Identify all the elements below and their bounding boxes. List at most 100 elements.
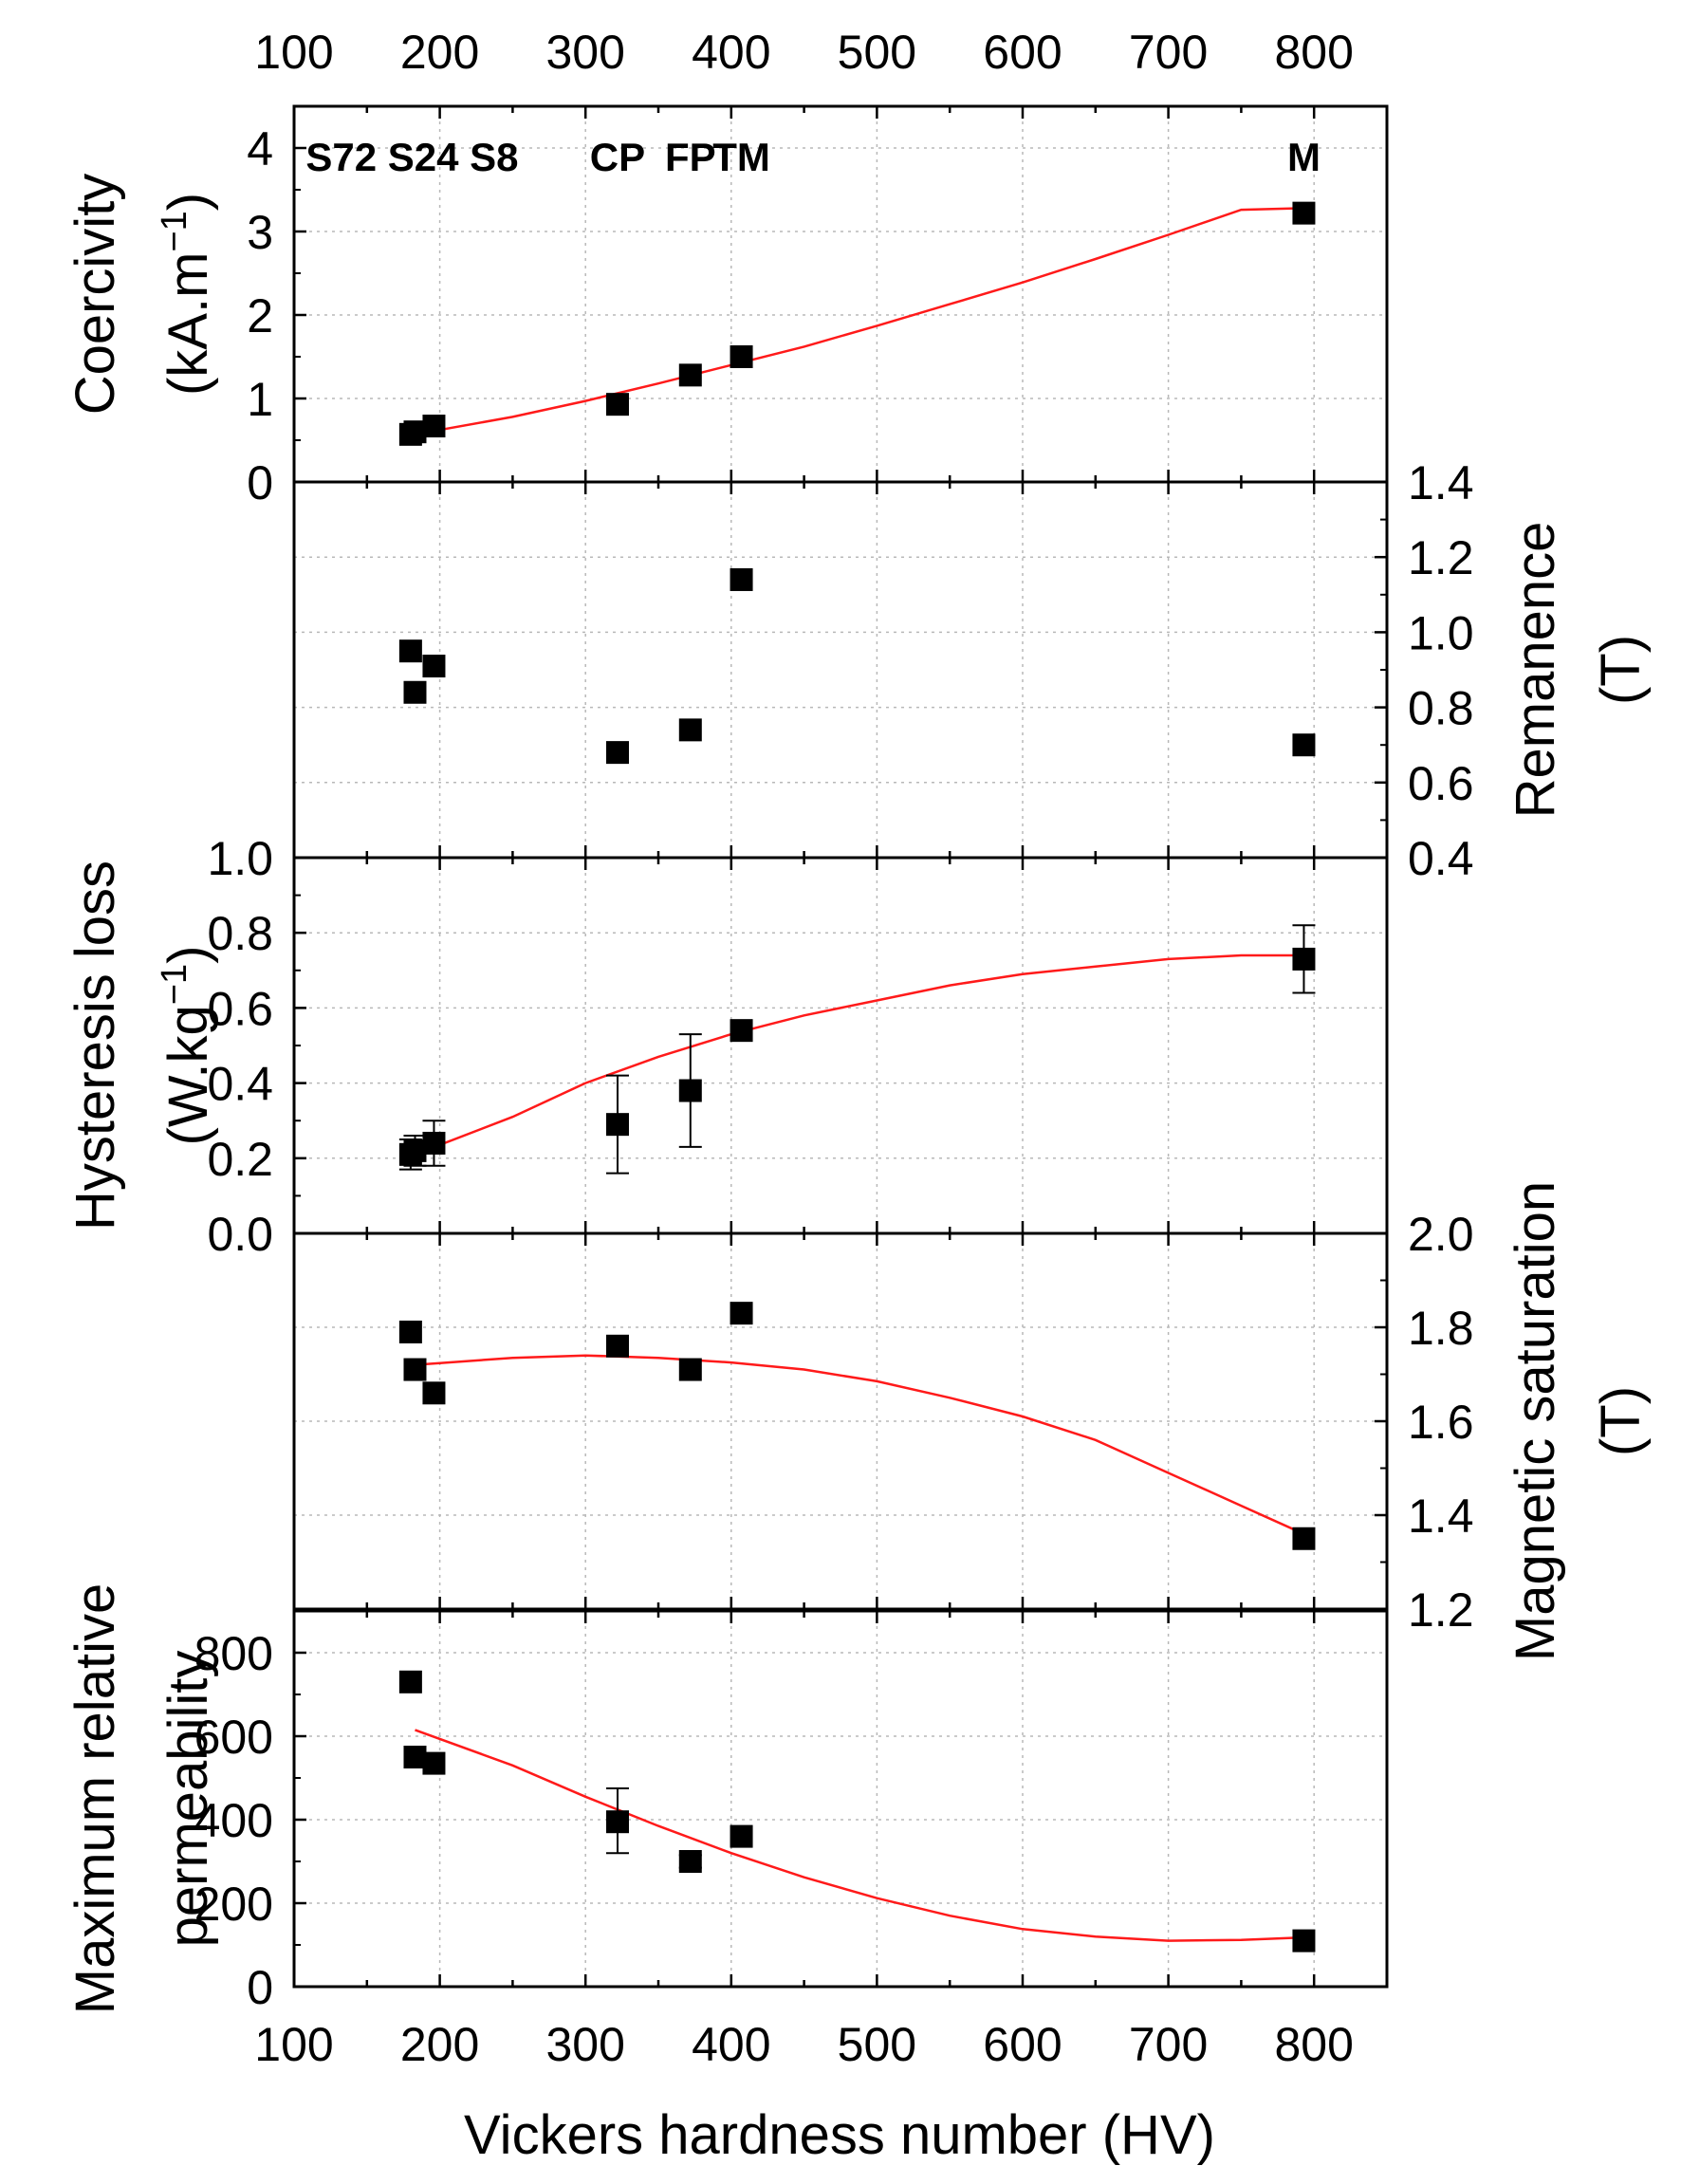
- saturation-y-tick-label: 1.2: [1408, 1583, 1474, 1637]
- sample-label: TM: [712, 135, 770, 179]
- saturation-y-tick-label: 2.0: [1408, 1208, 1474, 1261]
- saturation-data-point: [730, 1302, 753, 1325]
- remanence-y-axis-unit: (T): [1590, 635, 1652, 705]
- remanence-data-point: [403, 680, 427, 704]
- label-layer: Vickers hardness number (HV) 0 1 2 3 4 Coerci…: [65, 26, 1652, 2166]
- permeability-y-tick-label: 600: [194, 1711, 273, 1764]
- error-layer: [398, 924, 1316, 1869]
- coercivity-y-axis-unit-exponent: −1: [155, 211, 194, 251]
- hysteresis-y-tick-label: 0.0: [207, 1208, 273, 1261]
- sample-label: M: [1287, 135, 1321, 179]
- saturation-y-axis-unit: (T): [1590, 1386, 1652, 1456]
- grid-layer: [294, 106, 1387, 1987]
- remanence-panel-frame: [292, 480, 1389, 860]
- hysteresis-y-tick-label: 0.6: [207, 982, 273, 1035]
- coercivity-fit-curve: [415, 207, 1304, 436]
- coercivity-data-point: [678, 363, 702, 387]
- hysteresis-y-axis-title: Hysteresis loss: [65, 861, 126, 1231]
- permeability-data-point: [422, 1751, 446, 1775]
- remanence-y-tick-label: 1.2: [1408, 531, 1474, 584]
- point-layer: [398, 201, 1316, 1953]
- x-tick-label-bottom: 300: [545, 2018, 624, 2071]
- coercivity-y-tick-label: 2: [247, 289, 273, 342]
- hysteresis-y-axis-unit: (W.kg−1): [155, 946, 219, 1146]
- saturation-data-point: [403, 1358, 427, 1381]
- coercivity-y-tick-label: 1: [247, 373, 273, 426]
- remanence-y-tick-label: 0.8: [1408, 682, 1474, 735]
- sample-label: S72 S24 S8: [305, 135, 518, 179]
- permeability-data-point: [1292, 1929, 1316, 1953]
- remanence-y-tick-label: 0.6: [1408, 757, 1474, 810]
- x-tick-label-bottom: 600: [983, 2018, 1062, 2071]
- x-tick-label-top: 400: [692, 26, 770, 79]
- hysteresis-data-point: [422, 1131, 446, 1155]
- permeability-data-point: [398, 1670, 422, 1694]
- permeability-data-point: [605, 1810, 629, 1834]
- coercivity-y-axis-unit: (kA.m−1): [155, 193, 219, 396]
- coercivity-data-point: [1292, 201, 1316, 225]
- remanence-data-point: [422, 655, 446, 678]
- x-tick-label-top: 300: [545, 26, 624, 79]
- coercivity-y-tick-label: 3: [247, 206, 273, 259]
- x-tick-label-bottom: 500: [838, 2018, 916, 2071]
- saturation-data-point: [398, 1320, 422, 1343]
- x-tick-label-bottom: 100: [254, 2018, 333, 2071]
- coercivity-y-axis-unit-base: (kA.m: [157, 252, 219, 396]
- coercivity-data-point: [422, 415, 446, 438]
- x-tick-label-top: 100: [254, 26, 333, 79]
- fit-layer: [415, 207, 1304, 1942]
- coercivity-y-axis-unit-close: ): [157, 193, 219, 211]
- coercivity-data-point: [605, 393, 629, 416]
- hysteresis-y-axis-unit-exponent: −1: [155, 964, 194, 1005]
- hysteresis-fit-curve: [415, 953, 1304, 1156]
- hysteresis-y-axis-unit-close: ): [157, 946, 219, 964]
- x-tick-label-bottom: 700: [1129, 2018, 1208, 2071]
- x-tick-label-top: 500: [838, 26, 916, 79]
- sample-label: CP: [590, 135, 645, 179]
- hysteresis-y-tick-label: 0.8: [207, 907, 273, 960]
- frame-layer: [292, 104, 1389, 1989]
- remanence-data-point: [398, 639, 422, 663]
- remanence-y-tick-label: 1.0: [1408, 606, 1474, 659]
- hysteresis-data-point: [605, 1113, 629, 1137]
- saturation-y-tick-label: 1.4: [1408, 1490, 1474, 1543]
- saturation-data-point: [1292, 1527, 1316, 1550]
- hysteresis-y-axis-unit-base: (W.kg: [157, 1005, 219, 1145]
- permeability-y-tick-label: 400: [194, 1794, 273, 1847]
- sample-label: FP: [665, 135, 716, 179]
- remanence-data-point: [678, 718, 702, 742]
- tick-layer: [292, 106, 1389, 1989]
- remanence-data-point: [1292, 733, 1316, 757]
- x-tick-label-top: 600: [983, 26, 1062, 79]
- remanence-y-tick-label: 0.4: [1408, 832, 1474, 885]
- permeability-y-tick-label: 800: [194, 1627, 273, 1680]
- permeability-data-point: [678, 1850, 702, 1873]
- x-tick-label-bottom: 200: [400, 2018, 479, 2071]
- permeability-fit-curve: [415, 1729, 1304, 1942]
- permeability-y-tick-label: 0: [247, 1961, 273, 2014]
- x-tick-label-bottom: 400: [692, 2018, 770, 2071]
- x-tick-label-top: 200: [400, 26, 479, 79]
- x-axis-title: Vickers hardness number (HV): [464, 2104, 1215, 2166]
- saturation-y-axis-title: Magnetic saturation: [1505, 1181, 1566, 1661]
- coercivity-y-tick-label: 4: [247, 122, 273, 176]
- x-tick-label-top: 700: [1129, 26, 1208, 79]
- permeability-panel-frame: [292, 1609, 1389, 1989]
- saturation-data-point: [422, 1381, 446, 1405]
- hysteresis-data-point: [678, 1079, 702, 1102]
- remanence-y-tick-label: 1.4: [1408, 456, 1474, 509]
- coercivity-y-tick-label: 0: [247, 456, 273, 509]
- remanence-y-axis-title: Remanence: [1505, 522, 1566, 819]
- saturation-data-point: [678, 1358, 702, 1381]
- permeability-y-axis-title: Maximum relative: [65, 1583, 126, 2014]
- hysteresis-y-tick-label: 1.0: [207, 832, 273, 885]
- remanence-data-point: [730, 567, 753, 591]
- coercivity-data-point: [730, 345, 753, 368]
- saturation-y-tick-label: 1.8: [1408, 1302, 1474, 1355]
- remanence-data-point: [605, 741, 629, 765]
- x-tick-label-top: 800: [1274, 26, 1353, 79]
- saturation-data-point: [605, 1334, 629, 1358]
- hysteresis-y-tick-label: 0.2: [207, 1133, 273, 1186]
- x-tick-label-bottom: 800: [1274, 2018, 1353, 2071]
